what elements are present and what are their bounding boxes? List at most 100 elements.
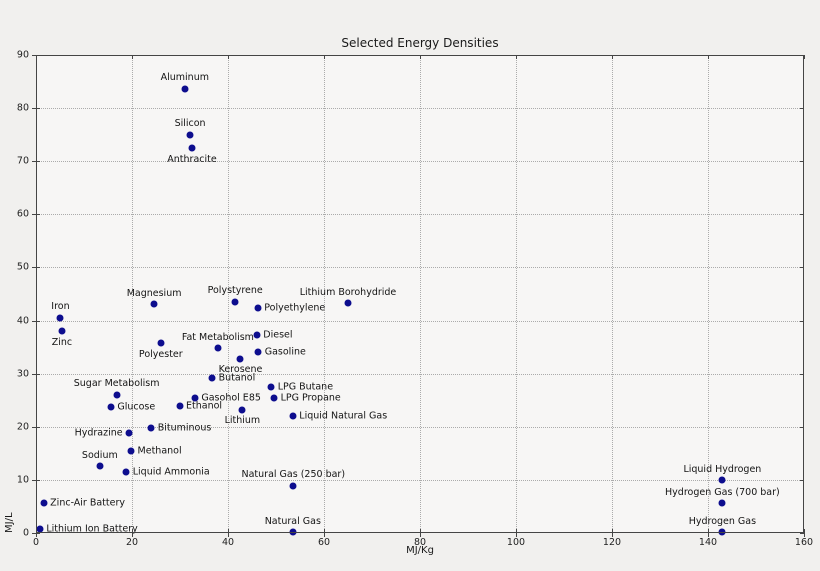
point-gasohol-e85 <box>191 394 199 402</box>
point-methanol <box>127 447 135 455</box>
x-gridline <box>708 55 709 533</box>
point-polyethylene <box>254 304 262 312</box>
label-lpg-propane: LPG Propane <box>280 392 341 404</box>
x-gridline <box>612 55 613 533</box>
point-anthracite <box>188 144 196 152</box>
y-tick-label: 0 <box>22 527 29 539</box>
x-tick-label: 40 <box>221 537 235 548</box>
y-gridline <box>36 426 804 428</box>
x-axis-label: MJ/Kg <box>406 545 434 556</box>
point-kerosene <box>236 355 244 363</box>
y-tick-mark <box>32 320 40 322</box>
x-tick-label: 20 <box>125 537 139 548</box>
point-glucose <box>107 403 115 411</box>
x-tick-mark <box>420 529 421 537</box>
y-tick-mark <box>32 479 40 481</box>
point-zinc <box>58 327 66 335</box>
label-liquid-natural-gas: Liquid Natural Gas <box>299 410 388 422</box>
point-sodium <box>96 462 104 470</box>
point-diesel <box>253 331 261 339</box>
point-gasoline <box>254 348 262 356</box>
label-natural-gas: Natural Gas <box>264 515 321 527</box>
y-tick-mark <box>800 214 804 216</box>
label-gasoline: Gasoline <box>264 346 306 358</box>
label-lpg-butane: LPG Butane <box>277 381 334 393</box>
y-tick-mark <box>800 426 804 428</box>
point-ethanol <box>176 402 184 410</box>
y-tick-mark <box>800 373 804 375</box>
x-tick-mark <box>420 55 421 59</box>
x-tick-label: 100 <box>506 537 526 548</box>
y-tick-label: 30 <box>16 368 29 380</box>
label-zinc: Zinc <box>51 336 73 348</box>
y-tick-mark <box>32 267 40 269</box>
x-tick-mark <box>228 529 229 537</box>
x-tick-mark <box>228 55 229 59</box>
label-hydrazine: Hydrazine <box>74 427 123 439</box>
y-tick-mark <box>32 373 40 375</box>
label-butanol: Butanol <box>218 372 256 384</box>
label-fat-metabolism: Fat Metabolism <box>181 331 254 343</box>
x-tick-mark <box>132 529 133 537</box>
x-tick-label: 80 <box>413 537 427 548</box>
point-lithium <box>238 406 246 414</box>
y-gridline <box>36 479 804 481</box>
x-tick-mark <box>612 55 613 59</box>
label-lithium: Lithium <box>224 415 261 427</box>
label-liquid-ammonia: Liquid Ammonia <box>132 466 210 478</box>
label-hydrogen-gas-700-bar: Hydrogen Gas (700 bar) <box>665 486 780 498</box>
x-tick-mark <box>324 55 325 59</box>
point-iron <box>56 314 64 322</box>
point-lpg-butane <box>267 383 275 391</box>
point-liquid-hydrogen <box>718 476 726 484</box>
x-tick-mark <box>516 55 517 59</box>
x-tick-label: 0 <box>32 537 40 548</box>
point-silicon <box>186 131 194 139</box>
point-hydrogen-gas-700-bar <box>718 499 726 507</box>
label-bituminous: Bituminous <box>157 422 212 434</box>
label-anthracite: Anthracite <box>167 153 217 165</box>
x-tick-mark <box>324 529 325 537</box>
label-aluminum: Aluminum <box>160 72 209 84</box>
point-butanol <box>208 374 216 382</box>
y-tick-mark <box>800 161 804 163</box>
y-tick-mark <box>32 426 40 428</box>
y-tick-label: 90 <box>16 49 29 61</box>
point-lithium-ion-battery <box>36 525 44 533</box>
point-hydrazine <box>125 429 133 437</box>
y-gridline <box>36 108 804 110</box>
x-gridline <box>228 55 229 533</box>
point-liquid-natural-gas <box>289 412 297 420</box>
y-gridline <box>36 320 804 322</box>
point-sugar-metabolism <box>113 391 121 399</box>
x-tick-mark <box>132 55 133 59</box>
label-kerosene: Kerosene <box>218 364 263 376</box>
y-tick-label: 50 <box>16 261 29 273</box>
y-axis-label: MJ/L <box>4 512 15 533</box>
y-tick-mark <box>32 214 40 216</box>
y-tick-mark <box>800 479 804 481</box>
y-tick-mark <box>800 108 804 110</box>
label-glucose: Glucose <box>117 401 156 413</box>
x-tick-mark <box>804 529 805 537</box>
label-diesel: Diesel <box>263 329 293 341</box>
point-lpg-propane <box>270 394 278 402</box>
label-sugar-metabolism: Sugar Metabolism <box>73 378 160 390</box>
x-gridline <box>324 55 325 533</box>
y-tick-mark <box>800 320 804 322</box>
label-zinc-air-battery: Zinc-Air Battery <box>50 497 126 509</box>
label-polystyrene: Polystyrene <box>207 285 263 297</box>
x-gridline <box>420 55 421 533</box>
point-fat-metabolism <box>214 344 222 352</box>
label-polyester: Polyester <box>138 348 183 360</box>
label-silicon: Silicon <box>174 118 206 130</box>
y-tick-mark <box>32 533 40 534</box>
y-gridline <box>36 214 804 216</box>
point-bituminous <box>147 424 155 432</box>
y-tick-label: 60 <box>16 208 29 220</box>
point-zinc-air-battery <box>40 499 48 507</box>
label-sodium: Sodium <box>81 449 118 461</box>
y-gridline <box>36 373 804 375</box>
x-tick-mark <box>804 55 805 59</box>
